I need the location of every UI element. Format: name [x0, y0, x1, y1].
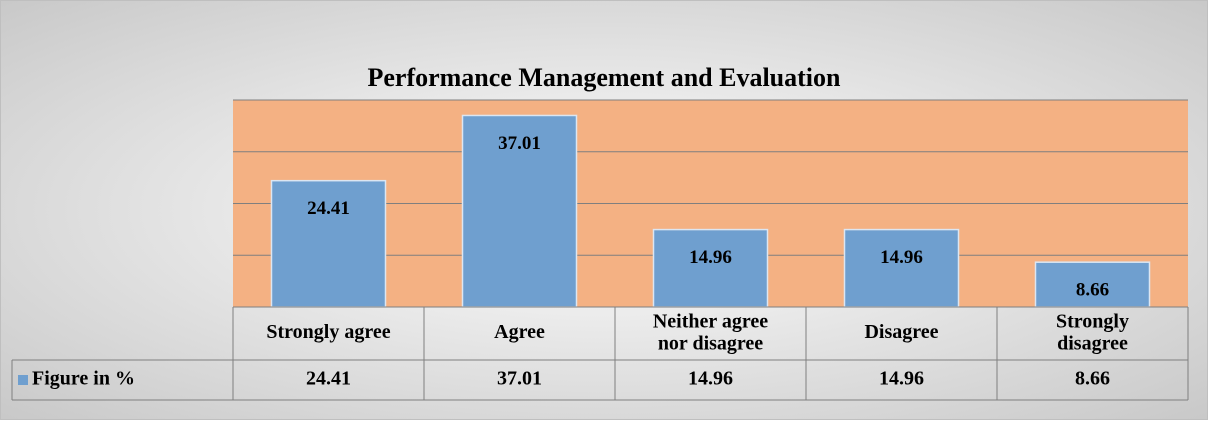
bar [843, 228, 960, 308]
category-label: Agree [494, 321, 545, 343]
bar [1034, 261, 1151, 308]
data-label: 8.66 [1076, 280, 1109, 301]
data-label: 24.41 [307, 198, 350, 219]
legend-label: Figure in % [32, 368, 135, 390]
data-label: 37.01 [498, 133, 541, 154]
table-value: 8.66 [1075, 368, 1110, 390]
category-label: Disagree [864, 321, 938, 343]
table-value: 24.41 [306, 368, 351, 390]
data-label: 14.96 [689, 247, 732, 268]
table-value: 14.96 [688, 368, 733, 390]
category-label: Strongly disagree [1056, 310, 1129, 354]
category-label: Neither agree nor disagree [653, 310, 768, 354]
table-value: 37.01 [497, 368, 542, 390]
legend-key [18, 375, 28, 385]
data-label: 14.96 [880, 247, 923, 268]
category-label: Strongly agree [266, 321, 390, 343]
bar [461, 114, 578, 308]
bar [270, 179, 387, 308]
bar [652, 228, 769, 308]
chart-title: Performance Management and Evaluation [367, 63, 841, 92]
table-value: 14.96 [879, 368, 924, 390]
